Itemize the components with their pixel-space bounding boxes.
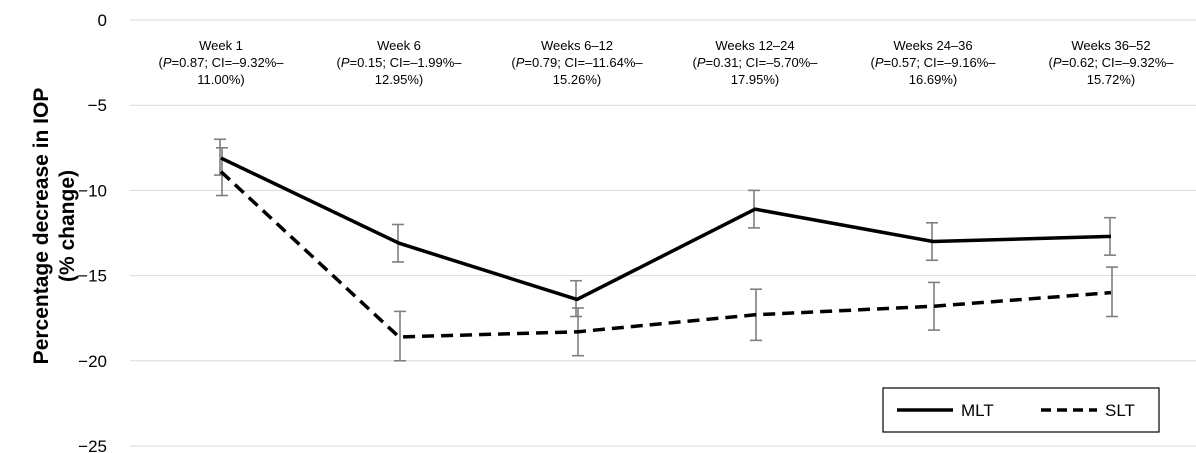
series-line-mlt bbox=[220, 156, 1112, 302]
y-axis-label: Percentage decrease in IOP (% change) bbox=[30, 88, 79, 365]
y-tick-label: −20 bbox=[78, 352, 107, 371]
period-stats: (P=0.79; CI=–11.64%– bbox=[511, 55, 643, 70]
legend-item-mlt: MLT bbox=[897, 401, 994, 420]
legend-item-slt: SLT bbox=[1041, 401, 1135, 420]
legend: MLT SLT bbox=[882, 387, 1160, 433]
period-ci-end: 15.26%) bbox=[553, 72, 601, 87]
period-stats: (P=0.62; CI=–9.32%– bbox=[1048, 55, 1174, 70]
gridlines bbox=[130, 19, 1196, 447]
period-label: Week 6 bbox=[377, 38, 421, 53]
period-ci-end: 12.95%) bbox=[375, 72, 423, 87]
period-ci-end: 11.00%) bbox=[197, 72, 244, 87]
y-tick-label: −15 bbox=[78, 267, 107, 286]
period-annotations: Week 1 (P=0.87; CI=–9.32%– 11.00%) Week 6 (P… bbox=[158, 38, 1174, 87]
period-stats: (P=0.57; CI=–9.16%– bbox=[870, 55, 996, 70]
error-bars bbox=[214, 138, 1118, 362]
period-ci-end: 16.69%) bbox=[909, 72, 957, 87]
y-tick-label: −10 bbox=[78, 181, 107, 200]
y-axis-label-line: Percentage decrease in IOP bbox=[30, 88, 53, 365]
y-tick-label: −25 bbox=[78, 437, 107, 453]
period-stats: (P=0.87; CI=–9.32%– bbox=[158, 55, 284, 70]
legend-label: SLT bbox=[1105, 401, 1135, 420]
error-bar-slt bbox=[1106, 266, 1118, 318]
period-stats: (P=0.31; CI=–5.70%– bbox=[692, 55, 818, 70]
y-axis-ticks: 0 −5 −10 −15 −20 −25 bbox=[78, 11, 107, 453]
period-label: Weeks 6–12 bbox=[541, 38, 613, 53]
y-tick-label: −5 bbox=[88, 96, 107, 115]
error-bar-slt bbox=[394, 310, 406, 362]
period-ci-end: 17.95%) bbox=[731, 72, 779, 87]
y-tick-label: 0 bbox=[98, 11, 107, 30]
period-label: Week 1 bbox=[199, 38, 243, 53]
y-axis-label-line: (% change) bbox=[56, 170, 79, 282]
series-line-slt bbox=[219, 170, 1112, 339]
error-bar-slt bbox=[928, 281, 940, 331]
error-bar-mlt bbox=[214, 138, 226, 176]
period-label: Weeks 12–24 bbox=[715, 38, 794, 53]
period-stats: (P=0.15; CI=–1.99%– bbox=[336, 55, 462, 70]
period-label: Weeks 24–36 bbox=[893, 38, 972, 53]
period-label: Weeks 36–52 bbox=[1071, 38, 1150, 53]
series-lines bbox=[219, 156, 1112, 339]
legend-label: MLT bbox=[961, 401, 994, 420]
period-ci-end: 15.72%) bbox=[1087, 72, 1135, 87]
